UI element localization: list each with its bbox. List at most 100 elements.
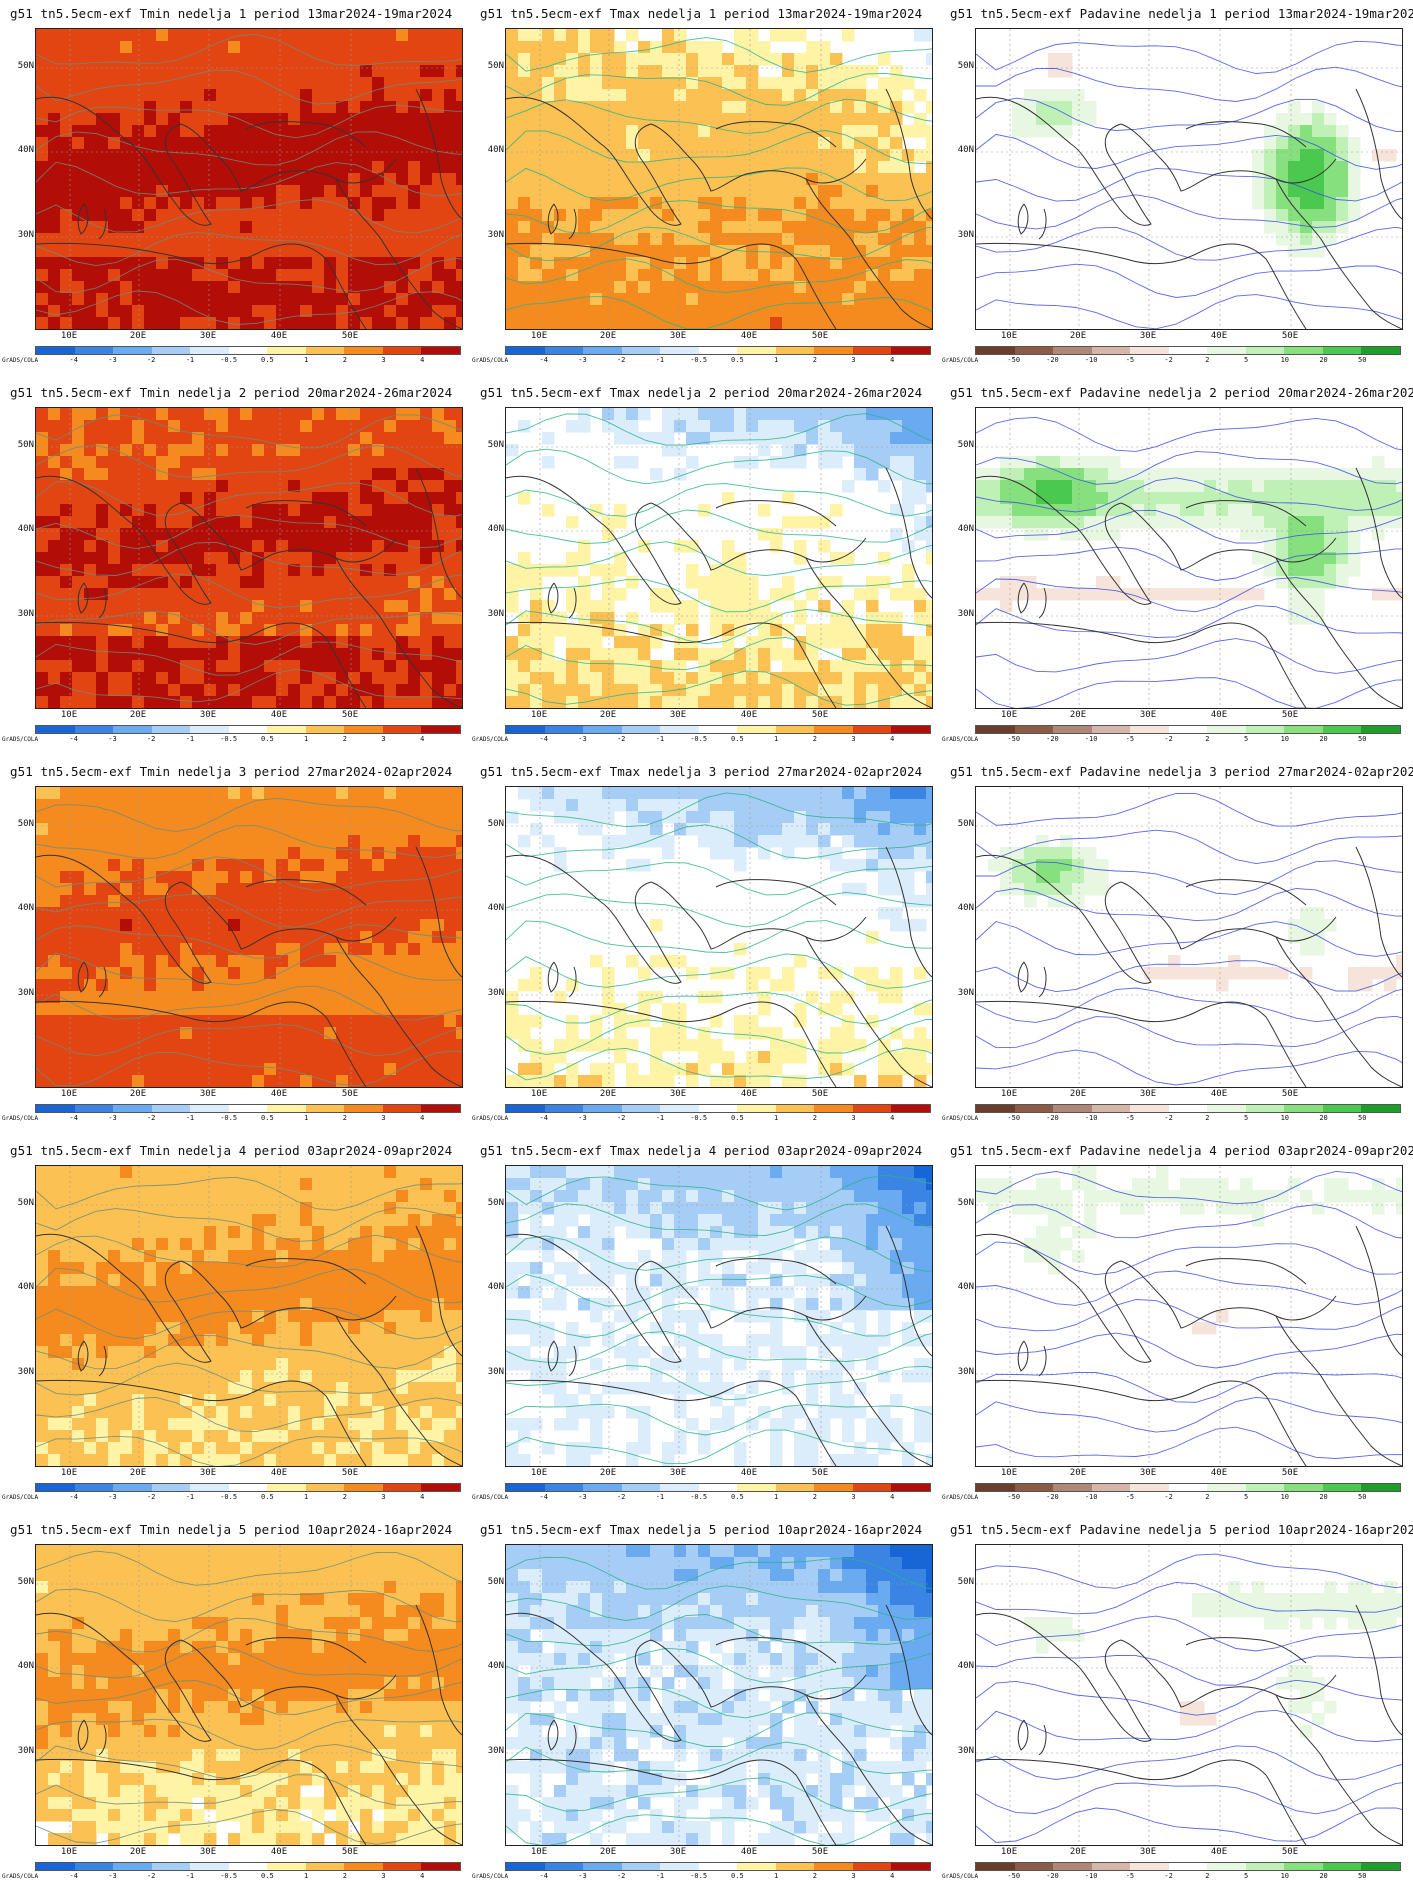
colorbar-tick: -0.5 [690,1493,708,1501]
colorbar-tick: 2 [812,1114,817,1122]
lon-label: 10E [60,710,78,720]
grads-credit: GrADS/COLA [942,1115,979,1122]
colorbar-segment [737,726,776,733]
colorbar-tick: -10 [1084,1114,1098,1122]
colorbar-segment [228,347,268,354]
colorbar [975,1104,1401,1113]
lon-label: 30E [669,331,687,341]
colorbar-tick: -3 [578,1872,587,1880]
colorbar [505,1862,931,1871]
lon-label: 40E [270,1089,288,1099]
colorbar-segment [36,1863,75,1870]
colorbar-tick: 1 [773,1872,779,1880]
colorbar-segment [113,1863,152,1870]
colorbar-tick: -20 [1046,735,1059,743]
lon-label: 20E [1069,1847,1087,1857]
grads-credit: GrADS/COLA [2,1873,39,1880]
colorbar-tick: 2 [812,356,817,364]
colorbar-tick: -2 [146,1114,156,1122]
lat-label: 50N [487,1577,504,1587]
colorbar-tick: -2 [1164,356,1173,364]
colorbar-segment [267,347,306,354]
anomaly-map [35,786,463,1088]
colorbar-segment [814,1105,853,1112]
colorbar-segment [737,1105,776,1112]
colorbar-segment [891,726,931,733]
colorbar-tick: -10 [1084,735,1098,743]
panel-title: g51 tn5.5ecm-exf Tmax nedelja 2 period 2… [480,385,923,400]
map-panel-tmax-week-1: g51 tn5.5ecm-exf Tmax nedelja 1 period 1… [470,0,940,379]
colorbar-segment [382,1484,422,1491]
lon-label: 50E [341,710,359,720]
colorbar-tick: 1 [773,356,779,364]
lat-label: 30N [487,1367,504,1377]
colorbar-tick: -4 [69,1493,78,1501]
colorbar-segment [74,347,114,354]
colorbar-segment [775,726,815,733]
map-canvas [36,29,462,329]
colorbar-segment [544,726,584,733]
panel-title: g51 tn5.5ecm-exf Tmin nedelja 3 period 2… [10,764,453,779]
colorbar-tick: -3 [578,1114,587,1122]
lon-label: 50E [811,1468,829,1478]
map-panel-padavine-week-2: g51 tn5.5ecm-exf Padavine nedelja 2 peri… [940,379,1413,758]
colorbar-segment [621,1863,661,1870]
colorbar-tick: -1 [655,1493,665,1501]
lat-label: 40N [487,1661,504,1671]
lon-label: 10E [60,331,78,341]
lon-label: 40E [740,1847,758,1857]
colorbar-segment [891,1863,931,1870]
lat-label: 40N [957,903,974,913]
lon-label: 20E [599,331,617,341]
colorbar-tick: -10 [1084,1493,1098,1501]
colorbar-tick: 50 [1358,1872,1367,1880]
colorbar-segment [1284,347,1323,354]
lat-label: 30N [957,1367,974,1377]
colorbar-segment [1168,1863,1208,1870]
colorbar-segment [976,1105,1015,1112]
colorbar-tick: 0.5 [731,735,744,743]
colorbar-tick: 4 [890,356,895,364]
lon-label: 40E [740,1089,758,1099]
colorbar-tick: -0.5 [690,1114,708,1122]
colorbar-tick: 3 [381,1114,386,1122]
panel-title: g51 tn5.5ecm-exf Padavine nedelja 2 peri… [950,385,1413,400]
colorbar-segment [891,347,931,354]
colorbar-segment [1014,726,1054,733]
colorbar-segment [421,1105,461,1112]
anomaly-map [505,1544,933,1846]
colorbar-tick: 4 [420,1493,425,1501]
lon-label: 20E [1069,710,1087,720]
colorbar-tick: 10 [1280,1114,1290,1122]
colorbar-tick: -4 [539,1872,548,1880]
lon-label: 30E [1139,1089,1157,1099]
colorbar-segment [190,347,229,354]
colorbar-tick: 2 [342,1872,347,1880]
colorbar-tick: 20 [1319,735,1328,743]
colorbar-tick: -5 [1125,1872,1135,1880]
colorbar-segment [1245,347,1285,354]
colorbar-tick: 0.5 [731,1872,744,1880]
colorbar-segment [1091,1863,1131,1870]
lon-label: 30E [1139,1468,1157,1478]
colorbar-segment [1053,1105,1092,1112]
lon-label: 40E [740,331,758,341]
colorbar-segment [1130,347,1169,354]
lon-label: 40E [740,710,758,720]
lat-label: 30N [487,230,504,240]
colorbar-segment [190,1484,229,1491]
lon-label: 50E [341,331,359,341]
colorbar-tick: 4 [420,1114,425,1122]
colorbar-segment [1245,1863,1285,1870]
colorbar-tick: 2 [342,1493,347,1501]
lon-label: 40E [1210,1847,1228,1857]
grads-credit: GrADS/COLA [472,1115,509,1122]
colorbar-segment [660,1484,699,1491]
colorbar-segment [1284,1484,1323,1491]
lat-label: 50N [487,61,504,71]
colorbar-segment [1245,726,1285,733]
lon-label: 10E [530,710,548,720]
colorbar-tick: -2 [146,1493,156,1501]
colorbar-tick: -50 [1007,1114,1021,1122]
